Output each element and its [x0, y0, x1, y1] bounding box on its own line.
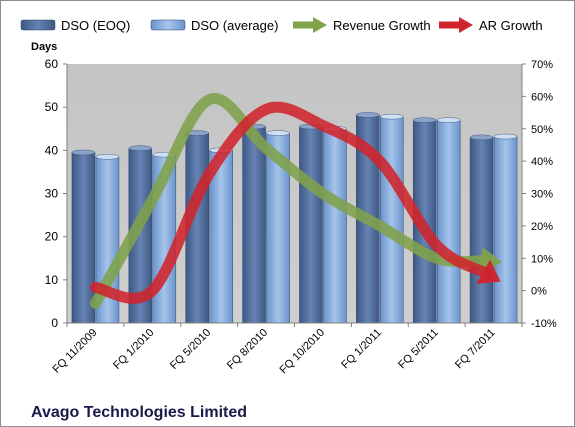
legend-label-ar-growth: AR Growth — [479, 18, 543, 33]
legend-arrow-revenue-growth — [313, 17, 327, 33]
bar-dso-eoq--3 — [242, 126, 266, 324]
bar-cap-0-6 — [412, 117, 437, 123]
bar-dso-average--6 — [436, 119, 461, 324]
y-left-axis-label: Days — [31, 41, 57, 53]
legend: DSO (EOQ) DSO (average) Revenue Growth AR G… — [20, 17, 543, 33]
bar-cap-0-0 — [71, 149, 96, 156]
legend-swatch-dso-average- — [150, 19, 186, 31]
bar-dso-eoq--4 — [299, 126, 323, 324]
y-right-tick-label: 30% — [531, 189, 553, 201]
y-left-tick-label: 40 — [45, 143, 59, 157]
y-right-tick-label: 20% — [531, 221, 553, 233]
bar-dso-average--4 — [323, 128, 347, 324]
bar-cap-0-5 — [356, 112, 380, 118]
x-tick-label: FQ 7/2011 — [453, 327, 498, 372]
bar-cap-1-0 — [95, 154, 120, 160]
bar-dso-eoq--7 — [469, 137, 494, 324]
x-tick-label: FQ 10/2010 — [277, 327, 327, 377]
bar-cap-0-7 — [469, 134, 494, 141]
y-left-tick-label: 50 — [45, 100, 59, 114]
legend-label-revenue-growth: Revenue Growth — [333, 18, 431, 33]
x-tick-label: FQ 5/2011 — [396, 327, 441, 372]
y-right-tick-label: -10% — [531, 318, 557, 330]
x-tick-label: FQ 1/2010 — [111, 327, 156, 372]
legend-label-dso-average-: DSO (average) — [191, 18, 278, 33]
bar-dso-eoq--0 — [71, 152, 96, 324]
line-ar-growth — [89, 101, 491, 304]
legend-label-dso-eoq-: DSO (EOQ) — [61, 18, 130, 33]
line-revenue-growth — [89, 93, 490, 310]
x-tick-label: FQ 1/2011 — [339, 327, 384, 372]
x-tick-label: FQ 11/2009 — [51, 327, 100, 376]
company-name: Avago Technologies Limited — [31, 404, 247, 421]
y-right-tick-label: 50% — [531, 124, 553, 136]
y-right-tick-label: 40% — [531, 156, 553, 168]
legend-arrow-ar-growth — [459, 17, 473, 33]
legend-swatch-dso-eoq- — [20, 19, 56, 31]
x-tick-label: FQ 5/2010 — [168, 327, 213, 372]
bar-cap-1-6 — [436, 117, 461, 123]
y-right-tick-label: 70% — [531, 59, 553, 71]
y-left-tick-label: 10 — [45, 273, 59, 287]
y-left-tick-label: 0 — [51, 316, 58, 330]
y-left-tick-label: 20 — [45, 230, 59, 244]
y-left-tick-label: 60 — [45, 57, 59, 71]
bar-cap-1-5 — [380, 113, 404, 120]
y-right-tick-label: 0% — [531, 286, 547, 298]
x-tick-label: FQ 8/2010 — [225, 327, 270, 372]
arrowhead-ar-growth — [476, 259, 501, 284]
bar-cap-0-1 — [128, 145, 153, 151]
y-left-tick-label: 30 — [45, 187, 59, 201]
y-right-tick-label: 10% — [531, 253, 553, 265]
bar-cap-1-3 — [266, 130, 290, 136]
bar-dso-average--5 — [380, 116, 404, 324]
y-right-tick-label: 60% — [531, 91, 553, 103]
growth-lines-group — [89, 93, 502, 310]
bar-cap-1-7 — [493, 133, 518, 140]
bar-dso-average--7 — [493, 136, 518, 324]
